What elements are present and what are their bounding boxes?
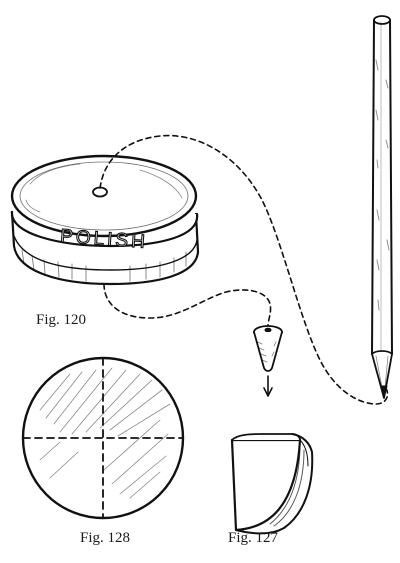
pencil xyxy=(371,15,393,399)
fig-128-circle xyxy=(21,356,185,520)
tin-lid-shading xyxy=(25,163,183,213)
lid-hole xyxy=(92,186,108,198)
fig-128-caption: Fig. 128 xyxy=(80,530,131,546)
polish-tin xyxy=(10,154,200,286)
fig-127-caption: Fig. 127 xyxy=(228,530,279,546)
plumb-bob xyxy=(253,325,283,397)
circle-hatching xyxy=(39,367,171,499)
fig-120-caption: Fig. 120 xyxy=(36,312,87,328)
fig-127-folded-quarter xyxy=(230,433,314,535)
tin-side-hatching xyxy=(21,249,187,282)
thread-to-pencil xyxy=(99,134,389,405)
thread-to-plumb xyxy=(103,283,272,327)
